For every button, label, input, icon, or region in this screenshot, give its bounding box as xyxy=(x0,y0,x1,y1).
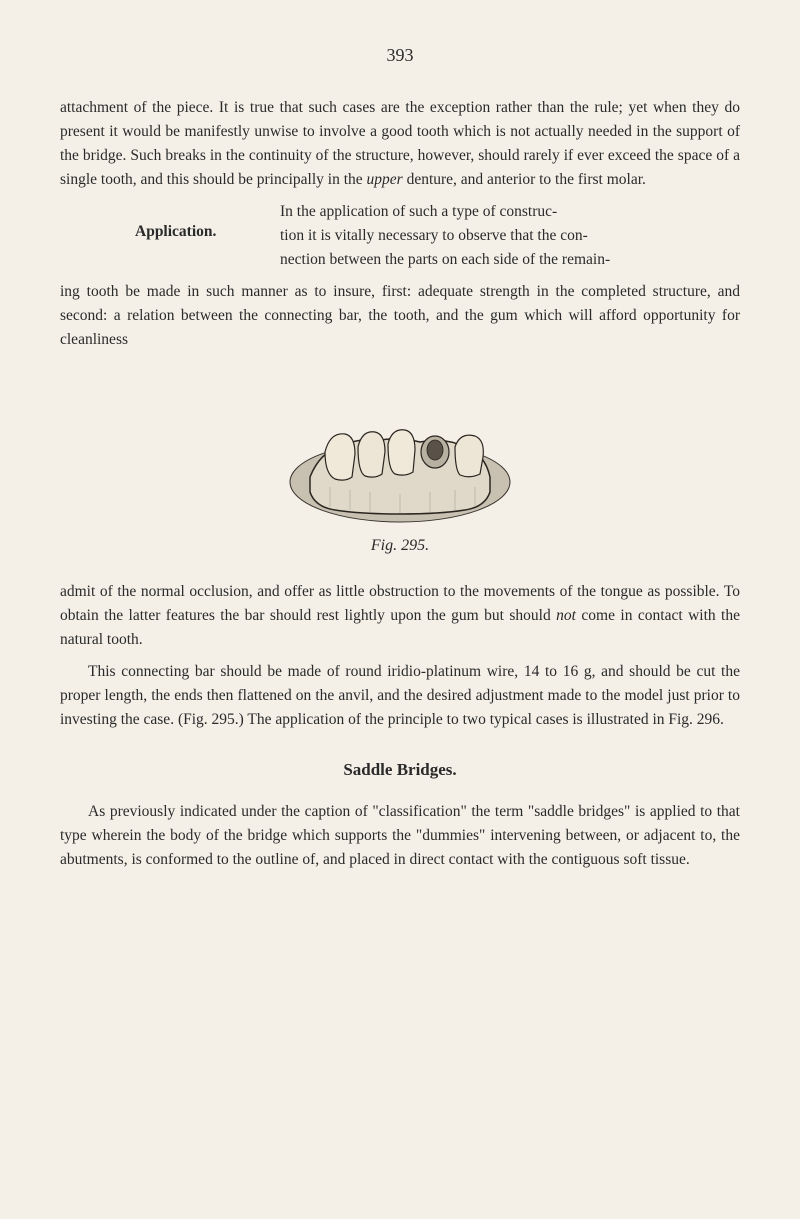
figure-container: Fig. 295. xyxy=(60,382,740,555)
section-heading-saddle: Saddle Bridges. xyxy=(60,760,740,780)
paragraph-3: admit of the normal occlusion, and offer… xyxy=(60,580,740,652)
dental-model-illustration xyxy=(270,382,530,532)
paragraph-1-italic: upper xyxy=(367,171,403,188)
page-number: 393 xyxy=(60,45,740,66)
paragraph-5: As previously indicated under the captio… xyxy=(60,800,740,872)
figure-295-image xyxy=(270,382,530,532)
margin-continuation: ing tooth be made in such manner as to i… xyxy=(60,280,740,352)
figure-caption: Fig. 295. xyxy=(60,537,740,555)
paragraph-4: This connecting bar should be made of ro… xyxy=(60,660,740,732)
paragraph-1: attachment of the piece. It is true that… xyxy=(60,96,740,192)
margin-heading: Application. xyxy=(135,223,216,241)
application-section: Application. In the application of such … xyxy=(60,200,740,272)
margin-line-1: In the application of such a type of con… xyxy=(60,200,740,224)
paragraph-3-italic: not xyxy=(556,607,576,624)
margin-line-3: nection between the parts on each side o… xyxy=(60,248,740,272)
paragraph-1-end: denture, and anterior to the first molar… xyxy=(403,171,646,188)
